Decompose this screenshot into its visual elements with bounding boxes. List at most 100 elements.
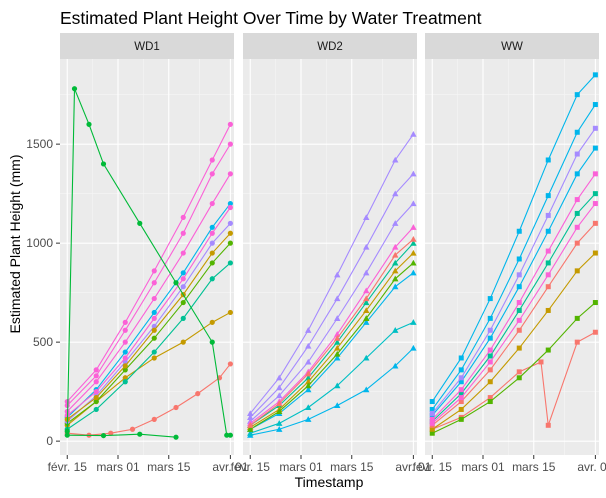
series-point (305, 358, 312, 365)
series-point (195, 391, 201, 397)
series-point (276, 420, 283, 426)
chart-title: Estimated Plant Height Over Time by Wate… (60, 8, 482, 28)
series-point (458, 375, 464, 381)
series-point (458, 416, 464, 422)
y-tick-label: 500 (33, 335, 53, 349)
series-point (151, 323, 157, 329)
series-point (151, 295, 157, 302)
series-point (209, 240, 215, 246)
series-point (516, 256, 522, 262)
facet-strip (425, 33, 599, 59)
series-point (545, 260, 551, 266)
series-point (64, 432, 70, 438)
y-tick-label: 1500 (26, 137, 53, 151)
series-point (227, 141, 233, 147)
series-point (487, 347, 493, 353)
x-tick-label: mars 01 (96, 460, 140, 474)
series-point (173, 434, 179, 440)
series-point (592, 201, 598, 207)
facet-panel-wd2: WD2 (243, 33, 417, 455)
series-point (410, 170, 417, 177)
series-point (137, 220, 143, 226)
series-point (305, 374, 312, 381)
series-point (592, 171, 598, 177)
series-point (227, 204, 233, 211)
series-point (487, 327, 493, 333)
series-point (305, 342, 312, 349)
series-point (334, 354, 341, 361)
series-point (151, 280, 157, 286)
series-point (363, 307, 370, 314)
series-point (363, 287, 370, 294)
series-point (429, 426, 435, 432)
series-point (410, 224, 417, 230)
series-point (305, 378, 312, 385)
series-point (516, 317, 522, 323)
series-point (392, 243, 399, 250)
series-point (305, 416, 312, 422)
series-point (545, 157, 551, 163)
series-point (209, 171, 215, 177)
series-point (247, 422, 254, 428)
series-point (305, 327, 312, 333)
facet-panel-wd1: WD1 (60, 33, 234, 455)
series-point (86, 121, 92, 127)
series-point (545, 347, 551, 353)
series-point (227, 200, 233, 207)
series-point (209, 339, 215, 345)
series-point (93, 406, 99, 413)
series-point (334, 344, 341, 351)
series-point (151, 315, 157, 321)
series-point (227, 171, 233, 177)
y-axis: 0 500 1000 1500 (26, 137, 60, 448)
series-point (363, 354, 370, 361)
series-point (410, 319, 417, 325)
x-axis-title: Timestamp (295, 474, 364, 490)
panels-group: WD1 WD2 WW (60, 33, 599, 455)
x-tick-label: févr. 15 (48, 460, 88, 474)
series-point (545, 422, 551, 428)
series-point (129, 426, 136, 432)
facet-strip (60, 33, 234, 59)
series-point (180, 276, 186, 282)
series-point (180, 270, 186, 276)
series-point (410, 200, 417, 207)
series-point (363, 243, 370, 250)
series-point (122, 367, 128, 373)
series-point (574, 268, 580, 274)
series-point (100, 432, 107, 439)
series-point (209, 276, 215, 282)
series-point (592, 125, 598, 131)
series-point (227, 220, 233, 226)
series-point (209, 260, 215, 266)
series-point (516, 284, 522, 290)
series-point (516, 345, 522, 351)
series-group (64, 86, 233, 440)
series-point (487, 367, 493, 373)
series-point (363, 214, 370, 220)
series-point (545, 307, 551, 313)
series-point (363, 269, 370, 276)
x-tick-label: mars 01 (461, 460, 505, 474)
x-tick-label: avr. 01 (395, 460, 431, 474)
series-point (334, 315, 341, 321)
series-point (592, 329, 598, 335)
series-point (592, 250, 598, 256)
series-point (458, 399, 464, 405)
x-tick-label: févr. 15 (231, 460, 271, 474)
series-point (276, 400, 283, 407)
series-point (151, 416, 157, 422)
series-point (458, 387, 464, 393)
series-point (209, 200, 215, 207)
series-point (122, 375, 128, 381)
series-point (334, 402, 341, 409)
panel-background (243, 59, 417, 455)
series-point (545, 212, 551, 218)
series-point (276, 384, 283, 391)
series-point (122, 327, 128, 333)
series-point (592, 220, 598, 226)
series-point (592, 300, 598, 306)
series-point (487, 315, 493, 321)
series-point (592, 145, 598, 151)
series-point (516, 369, 522, 375)
